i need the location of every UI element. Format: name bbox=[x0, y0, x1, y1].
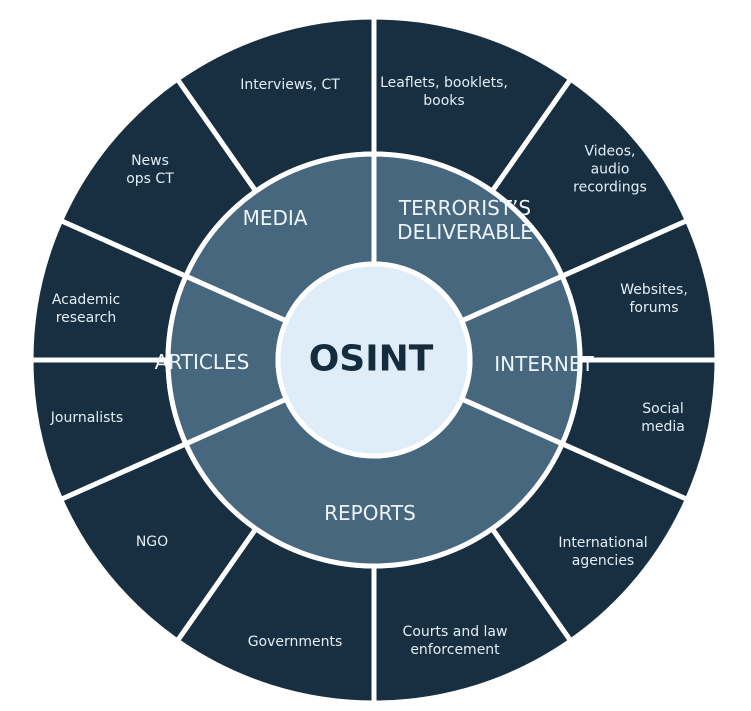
category-internet: INTERNET bbox=[494, 352, 594, 376]
source-news-ops-ct: News ops CT bbox=[126, 152, 174, 187]
source-interviews-ct: Interviews, CT bbox=[240, 76, 340, 93]
center-circle bbox=[275, 261, 473, 459]
center-label-osint: OSINT bbox=[308, 338, 434, 380]
source-journalists: Journalists bbox=[50, 409, 124, 426]
category-articles: ARTICLES bbox=[154, 350, 250, 374]
source-videos: Videos, audio recordings bbox=[573, 143, 647, 197]
source-websites: Websites, forums bbox=[620, 281, 688, 316]
source-ngo: NGO bbox=[135, 533, 169, 550]
category-reports: REPORTS bbox=[324, 501, 416, 525]
source-international-agencies: International agencies bbox=[558, 534, 648, 569]
category-terrorists-deliverable: TERRORIST’S DELIVERABLE bbox=[397, 196, 533, 244]
source-governments: Governments bbox=[247, 633, 343, 650]
source-leaflets: Leaflets, booklets, books bbox=[380, 74, 508, 109]
source-academic-research: Academic research bbox=[51, 291, 121, 326]
source-social-media: Social media bbox=[641, 400, 685, 435]
category-media: MEDIA bbox=[242, 206, 308, 230]
source-courts: Courts and law enforcement bbox=[402, 623, 508, 658]
